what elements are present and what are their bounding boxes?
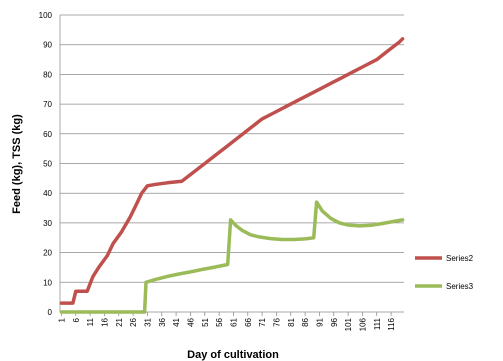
x-tick-label: 6 — [72, 317, 81, 322]
x-tick-label: 101 — [344, 317, 353, 331]
y-tick-label: 90 — [43, 41, 52, 50]
series-lines — [59, 37, 405, 314]
series-line-series3 — [59, 200, 405, 314]
y-tick-labels: 0 10 20 30 40 50 60 70 80 90 100 — [39, 11, 53, 317]
x-tick-label: 21 — [115, 317, 124, 326]
x-tick-label: 46 — [186, 317, 195, 326]
x-tick-label: 76 — [272, 317, 281, 326]
x-tick-label: 51 — [201, 317, 210, 326]
x-tick-label: 36 — [158, 317, 167, 326]
x-tick-label: 11 — [86, 317, 95, 326]
x-tick-label: 26 — [129, 317, 138, 326]
x-tick-labels: 1 6 11 16 21 26 31 36 41 46 51 56 61 66 71 76 81 86 91 96 10… — [57, 317, 396, 331]
gridlines — [59, 14, 404, 316]
x-tick-label: 106 — [358, 317, 367, 331]
x-tick-label: 1 — [57, 317, 66, 322]
y-tick-label: 50 — [43, 160, 52, 169]
x-tick-label: 116 — [387, 317, 396, 330]
y-tick-label: 80 — [43, 70, 52, 79]
x-tick-label: 61 — [229, 317, 238, 326]
x-tick-label: 16 — [100, 317, 109, 326]
x-tick-label: 91 — [315, 317, 324, 326]
x-axis-title: Day of cultivation — [187, 349, 279, 361]
y-tick-label: 100 — [39, 11, 53, 20]
x-tick-label: 111 — [373, 317, 382, 330]
x-tick-label: 56 — [215, 317, 224, 326]
y-tick-label: 70 — [43, 100, 52, 109]
y-tick-label: 20 — [43, 249, 52, 258]
x-tick-label: 71 — [258, 317, 267, 326]
x-tick-label: 41 — [172, 317, 181, 326]
x-tick-label: 81 — [287, 317, 296, 326]
x-tick-label: 66 — [244, 317, 253, 326]
legend: Series2 Series3 — [415, 254, 474, 291]
x-tick-label: 96 — [330, 317, 339, 326]
y-tick-label: 0 — [48, 308, 53, 317]
legend-label: Series3 — [446, 282, 474, 291]
y-axis-title: Feed (kg), TSS (kg) — [11, 114, 23, 214]
x-tick-label: 31 — [143, 317, 152, 326]
y-tick-label: 60 — [43, 130, 52, 139]
series-line-series2 — [59, 37, 405, 305]
y-tick-label: 10 — [43, 278, 52, 287]
y-tick-label: 30 — [43, 219, 52, 228]
x-tick-label: 86 — [301, 317, 310, 326]
y-tick-label: 40 — [43, 189, 52, 198]
legend-label: Series2 — [446, 254, 474, 263]
